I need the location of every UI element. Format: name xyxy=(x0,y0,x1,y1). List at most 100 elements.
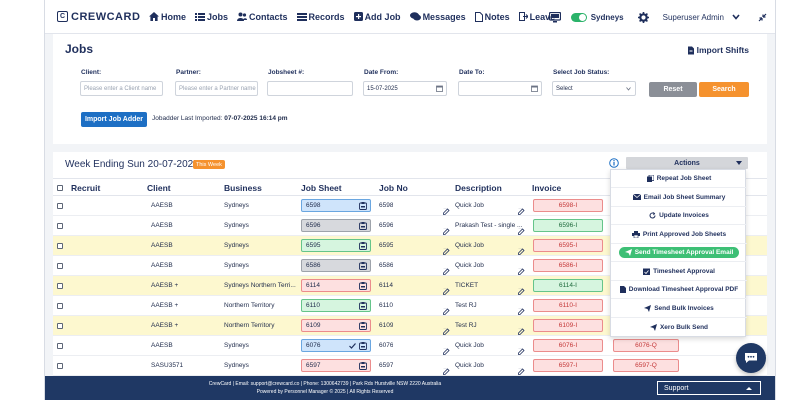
edit-icon[interactable] xyxy=(518,362,525,380)
clipboard-icon[interactable] xyxy=(359,302,367,310)
invoice-badge[interactable]: 6596-I xyxy=(533,219,603,232)
nav-contacts[interactable]: Contacts xyxy=(237,12,288,22)
import-shifts-link[interactable]: Import Shifts xyxy=(687,45,749,55)
job-sheet-badge[interactable]: 6597 xyxy=(301,359,371,372)
table-row[interactable]: SASU3571 Sydneys 6597 6597 Quick Job 6597-I 65… xyxy=(53,356,767,376)
row-checkbox[interactable] xyxy=(57,263,63,269)
job-status-select[interactable]: Select xyxy=(552,81,636,96)
edit-icon[interactable] xyxy=(443,282,450,300)
invoice-badge[interactable]: 6598-I xyxy=(533,199,603,212)
client-cell[interactable]: SASU3571 xyxy=(151,362,184,369)
clipboard-icon[interactable] xyxy=(359,222,367,230)
jobsheet-input[interactable] xyxy=(267,81,353,96)
client-cell[interactable]: AAESB xyxy=(151,262,173,269)
menu-send-bulk-invoices[interactable]: Send Bulk Invoices xyxy=(611,300,747,318)
table-row[interactable]: AAESB + Sydneys Northern Terri... 6114 6114… xyxy=(53,276,767,296)
user-name[interactable]: Superuser Admin xyxy=(662,12,724,22)
invoice-badge[interactable]: 6597-I xyxy=(533,359,603,372)
client-cell[interactable]: AAESB + xyxy=(151,282,179,289)
edit-icon[interactable] xyxy=(518,202,525,220)
clipboard-icon[interactable] xyxy=(359,322,367,330)
nav-leave[interactable]: Leave xyxy=(518,12,555,22)
row-checkbox[interactable] xyxy=(57,363,63,369)
invoice-badge[interactable]: 6586-I xyxy=(533,259,603,272)
edit-icon[interactable] xyxy=(443,262,450,280)
gear-icon[interactable] xyxy=(637,11,649,23)
invoice-badge[interactable]: 6595-I xyxy=(533,239,603,252)
table-row[interactable]: AAESB Sydneys 6076 6076 Quick Job 6076-I 6076-… xyxy=(53,336,767,356)
menu-xero-bulk-send[interactable]: Xero Bulk Send xyxy=(611,318,747,336)
nav-add-job[interactable]: Add Job xyxy=(353,12,401,22)
edit-icon[interactable] xyxy=(518,302,525,320)
clipboard-icon[interactable] xyxy=(359,282,367,290)
chevron-down-icon[interactable] xyxy=(732,14,740,20)
edit-icon[interactable] xyxy=(443,302,450,320)
nav-records[interactable]: Records xyxy=(296,12,345,22)
edit-icon[interactable] xyxy=(443,322,450,340)
edit-icon[interactable] xyxy=(518,282,525,300)
info-icon[interactable] xyxy=(609,158,619,168)
calendar-icon[interactable] xyxy=(531,85,538,92)
collapse-icon[interactable] xyxy=(758,13,767,22)
clipboard-icon[interactable] xyxy=(359,242,367,250)
client-cell[interactable]: AAESB + xyxy=(151,302,179,309)
job-sheet-badge[interactable]: 6114 xyxy=(301,279,371,292)
client-cell[interactable]: AAESB xyxy=(151,222,173,229)
select-all-checkbox[interactable] xyxy=(57,185,63,191)
quote-badge[interactable]: 6076-Q xyxy=(613,339,679,352)
col-invoice[interactable]: Invoice xyxy=(532,183,562,193)
job-sheet-badge[interactable]: 6596 xyxy=(301,219,371,232)
col-recruit[interactable]: Recruit xyxy=(71,183,101,193)
invoice-badge[interactable]: 6114-I xyxy=(533,279,603,292)
client-cell[interactable]: AAESB xyxy=(151,242,173,249)
nav-notes[interactable]: Notes xyxy=(474,11,510,22)
row-checkbox[interactable] xyxy=(57,203,63,209)
row-checkbox[interactable] xyxy=(57,303,63,309)
job-sheet-badge[interactable]: 6598 xyxy=(301,199,371,212)
row-checkbox[interactable] xyxy=(57,343,63,349)
col-job-no[interactable]: Job No xyxy=(379,183,408,193)
table-row[interactable]: AAESB Sydneys 6586 6586 Quick Job 6586-I xyxy=(53,256,767,276)
nav-home[interactable]: Home xyxy=(149,12,186,22)
menu-download-pdf[interactable]: Download Timesheet Approval PDF xyxy=(611,281,747,299)
menu-print-approved[interactable]: Print Approved Job Sheets xyxy=(611,226,747,244)
row-checkbox[interactable] xyxy=(57,223,63,229)
job-sheet-badge[interactable]: 6076 xyxy=(301,339,371,352)
clipboard-icon[interactable] xyxy=(359,262,367,270)
table-row[interactable]: AAESB Sydneys 6598 6598 Quick Job 6598-I xyxy=(53,196,767,216)
col-client[interactable]: Client xyxy=(147,183,171,193)
edit-icon[interactable] xyxy=(443,362,450,380)
menu-email-summary[interactable]: Email Job Sheet Summary xyxy=(611,189,747,207)
date-to-input[interactable] xyxy=(458,81,542,96)
edit-icon[interactable] xyxy=(443,242,450,260)
edit-icon[interactable] xyxy=(443,342,450,360)
table-row[interactable]: AAESB + Northern Territory 6110 6110 Test RJ… xyxy=(53,296,767,316)
clipboard-icon[interactable] xyxy=(359,202,367,210)
edit-icon[interactable] xyxy=(518,222,525,240)
invoice-badge[interactable]: 6110-I xyxy=(533,299,603,312)
row-checkbox[interactable] xyxy=(57,323,63,329)
actions-button[interactable]: Actions xyxy=(626,157,748,169)
brand-logo[interactable]: C CREWCARD xyxy=(57,11,145,23)
menu-update-invoices[interactable]: Update Invoices xyxy=(611,207,747,225)
job-sheet-badge[interactable]: 6595 xyxy=(301,239,371,252)
table-row[interactable]: AAESB Sydneys 6595 6595 Quick Job 6595-I xyxy=(53,236,767,256)
table-row[interactable]: AAESB + Northern Territory 6109 6109 Test RJ… xyxy=(53,316,767,336)
job-sheet-badge[interactable]: 6109 xyxy=(301,319,371,332)
chat-button[interactable] xyxy=(736,343,766,373)
search-button[interactable]: Search xyxy=(699,82,749,97)
row-checkbox[interactable] xyxy=(57,243,63,249)
nav-jobs[interactable]: Jobs xyxy=(195,12,228,22)
edit-icon[interactable] xyxy=(443,222,450,240)
menu-timesheet-approval[interactable]: Timesheet Approval xyxy=(611,263,747,281)
clipboard-icon[interactable] xyxy=(359,362,367,370)
clipboard-icon[interactable] xyxy=(359,342,367,350)
invoice-badge[interactable]: 6076-I xyxy=(533,339,603,352)
edit-icon[interactable] xyxy=(518,342,525,360)
client-cell[interactable]: AAESB xyxy=(151,202,173,209)
support-dropdown[interactable]: Support xyxy=(657,381,761,395)
menu-repeat-job-sheet[interactable]: Repeat Job Sheet xyxy=(611,170,747,188)
nav-messages[interactable]: Messages xyxy=(409,12,466,22)
calendar-icon[interactable] xyxy=(436,85,443,92)
reset-button[interactable]: Reset xyxy=(649,82,697,97)
